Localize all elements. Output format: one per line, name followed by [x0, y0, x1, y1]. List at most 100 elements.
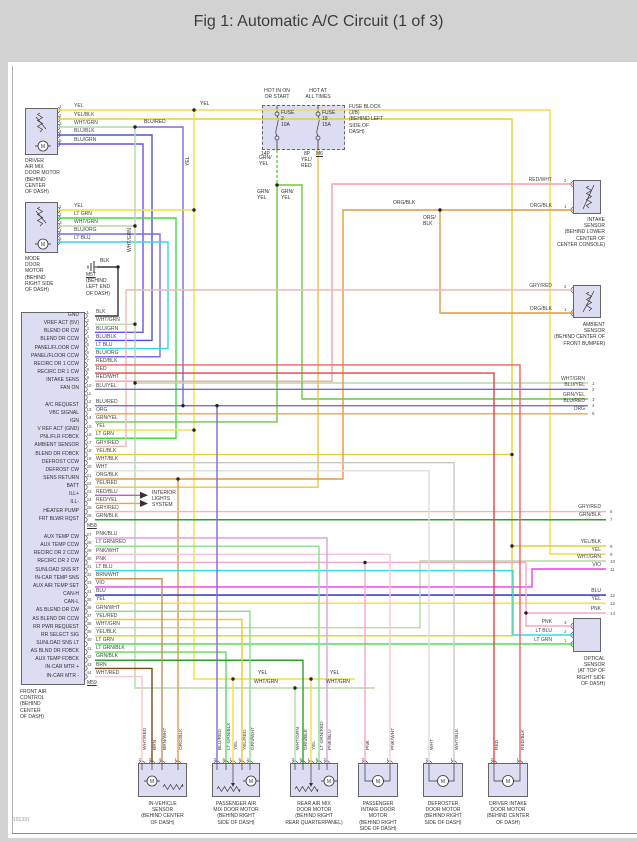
- pin-number: 31: [86, 564, 92, 570]
- wire-grn-yel: [95, 185, 278, 423]
- ambient-sensor-label: FRONT BUMPER): [563, 340, 605, 347]
- in-vehicle-sensor-box: [138, 763, 187, 797]
- wire-color-label: PNK/WHT: [96, 547, 120, 554]
- wire-color-label: YEL: [312, 740, 317, 750]
- driver-air-mix-door-motor-label: DOOR MOTOR: [25, 170, 60, 177]
- pin-number: 44: [86, 670, 92, 676]
- pin-number: 4: [158, 757, 161, 762]
- front-air-control-label: OF DASH): [20, 713, 44, 720]
- optical-sensor-label: OF DASH): [581, 680, 605, 687]
- pin-bracket: [84, 508, 88, 515]
- arrow-head: [231, 783, 235, 787]
- pin-function-label: IN-CAR TEMP SNS: [35, 574, 79, 581]
- wire-color-label: WHT/GRN: [74, 120, 98, 127]
- wire-color-label: WHT/GRN: [326, 679, 350, 685]
- front-air-control-label: CENTER: [20, 707, 41, 714]
- wire-color-label: PNK/WHT: [391, 727, 396, 750]
- wire-pnk: [95, 561, 573, 627]
- thermistor-arrow: [582, 184, 595, 210]
- wire-color-label: M6: [316, 151, 323, 157]
- pin-number: 6: [315, 757, 318, 762]
- edge-pin-number: 7: [610, 517, 613, 523]
- interior-lights-label: LIGHTS: [152, 496, 171, 503]
- pin-function-label: BATT: [66, 483, 79, 490]
- wire-color-label: BRN/WHT: [163, 727, 168, 750]
- wire-color-label: WHT/GRN: [96, 317, 120, 324]
- thermistor-icon: [585, 291, 593, 312]
- pin-bracket: [84, 467, 88, 474]
- edge-pin-number: 10: [610, 558, 616, 564]
- fuse-name: 10A: [281, 122, 290, 129]
- wire-blu-grn: [58, 143, 144, 333]
- wire-blu-org: [58, 233, 161, 358]
- driver-intake-door-motor-label: DOOR MOTOR: [490, 807, 526, 814]
- wire-color-label: BLK: [100, 258, 110, 264]
- edge-pin-number: 4: [592, 403, 595, 409]
- ambient-sensor-label: (BEHIND CENTER OF: [554, 334, 605, 341]
- pin-number: 34: [86, 588, 92, 594]
- defroster-door-motor-label: (BEHIND RIGHT: [424, 813, 462, 820]
- wire-color-label: ORG/BLK: [96, 472, 119, 479]
- pin-number: 2: [361, 757, 364, 762]
- pin-function-label: V REF ACT (GND): [37, 426, 79, 433]
- wire-pnk-blu: [95, 537, 328, 763]
- pin-number: 19: [86, 456, 92, 462]
- wire-color-label: BLU/RED: [144, 119, 166, 125]
- intake-sensor-label: CENTER CONSOLE): [556, 241, 605, 248]
- pin-function-label: SENS RETURN: [43, 475, 79, 481]
- pin-number: 36: [86, 604, 92, 610]
- wire-color-label: YEL: [591, 595, 601, 602]
- mode-door-motor-label: (BEHIND: [25, 274, 46, 281]
- wire-wht-red: [95, 675, 143, 763]
- wire-color-label: ORG: [96, 407, 108, 413]
- fuse-header: HOT AT: [309, 88, 327, 94]
- wire-color-label: GRN/WHT: [251, 727, 256, 750]
- arrow-head: [309, 783, 313, 787]
- fuse-icon: [315, 111, 321, 117]
- wiper-arrow: [35, 210, 47, 224]
- pin-number: 7: [86, 358, 90, 364]
- pin-number: 3: [86, 325, 90, 331]
- pin-number: 27: [86, 531, 92, 537]
- wire-color-label: LT GRN: [74, 211, 92, 218]
- passenger-air-mix-door-motor-label: PASSENGER AIR: [215, 801, 257, 807]
- pin-bracket: [84, 337, 88, 344]
- fuse-icon: [316, 115, 320, 137]
- wire-color-label: YEL: [185, 156, 191, 166]
- motor-icon-letter: M: [41, 144, 45, 150]
- pin-function-label: BLEND DR FDBCK: [35, 450, 79, 457]
- wire-lt-blu: [58, 241, 169, 350]
- pin-number: 1: [229, 757, 232, 762]
- pin-number: 2: [323, 757, 326, 762]
- pin-bracket: [84, 534, 88, 542]
- pin-bracket: [84, 345, 88, 352]
- pin-bracket: [84, 600, 88, 607]
- pin-number: 4: [59, 227, 62, 233]
- wire-color-label: YEL: [96, 423, 106, 430]
- motor-icon-letter: M: [41, 242, 45, 248]
- pin-number: 30: [86, 555, 92, 561]
- pin-number: 32: [86, 572, 92, 578]
- wire-color-label: LT BLU: [96, 563, 113, 570]
- junction-dot: [510, 452, 514, 457]
- wire-brn-wht: [95, 578, 163, 763]
- pin-number: 4: [86, 333, 90, 339]
- pin-number: 16: [86, 431, 92, 437]
- pin-function-label: AS BLND DR FDBCK: [30, 648, 79, 655]
- passenger-intake-door-motor-label: (BEHIND RIGHT: [359, 819, 397, 826]
- wire-color-label: BLU/RED: [218, 729, 223, 750]
- arrow-head: [140, 499, 148, 507]
- wire-color-label: BLU/BLK: [96, 333, 117, 340]
- ambient-sensor-label: AMBIENT: [582, 322, 605, 328]
- wire-color-label: GRN/BLK: [304, 728, 309, 750]
- wire-color-label: LT GRN: [96, 431, 114, 438]
- wire-grn-yel: [277, 184, 588, 400]
- pin-function-label: ILL+: [69, 491, 79, 498]
- wire-color-label: GRN/WHT: [96, 604, 120, 611]
- junction-dot: [510, 544, 514, 548]
- ground-label: LEFT END: [86, 284, 111, 291]
- pin-function-label: VREF ACT (5V): [43, 320, 79, 327]
- motor-icon-letter: M: [249, 779, 253, 785]
